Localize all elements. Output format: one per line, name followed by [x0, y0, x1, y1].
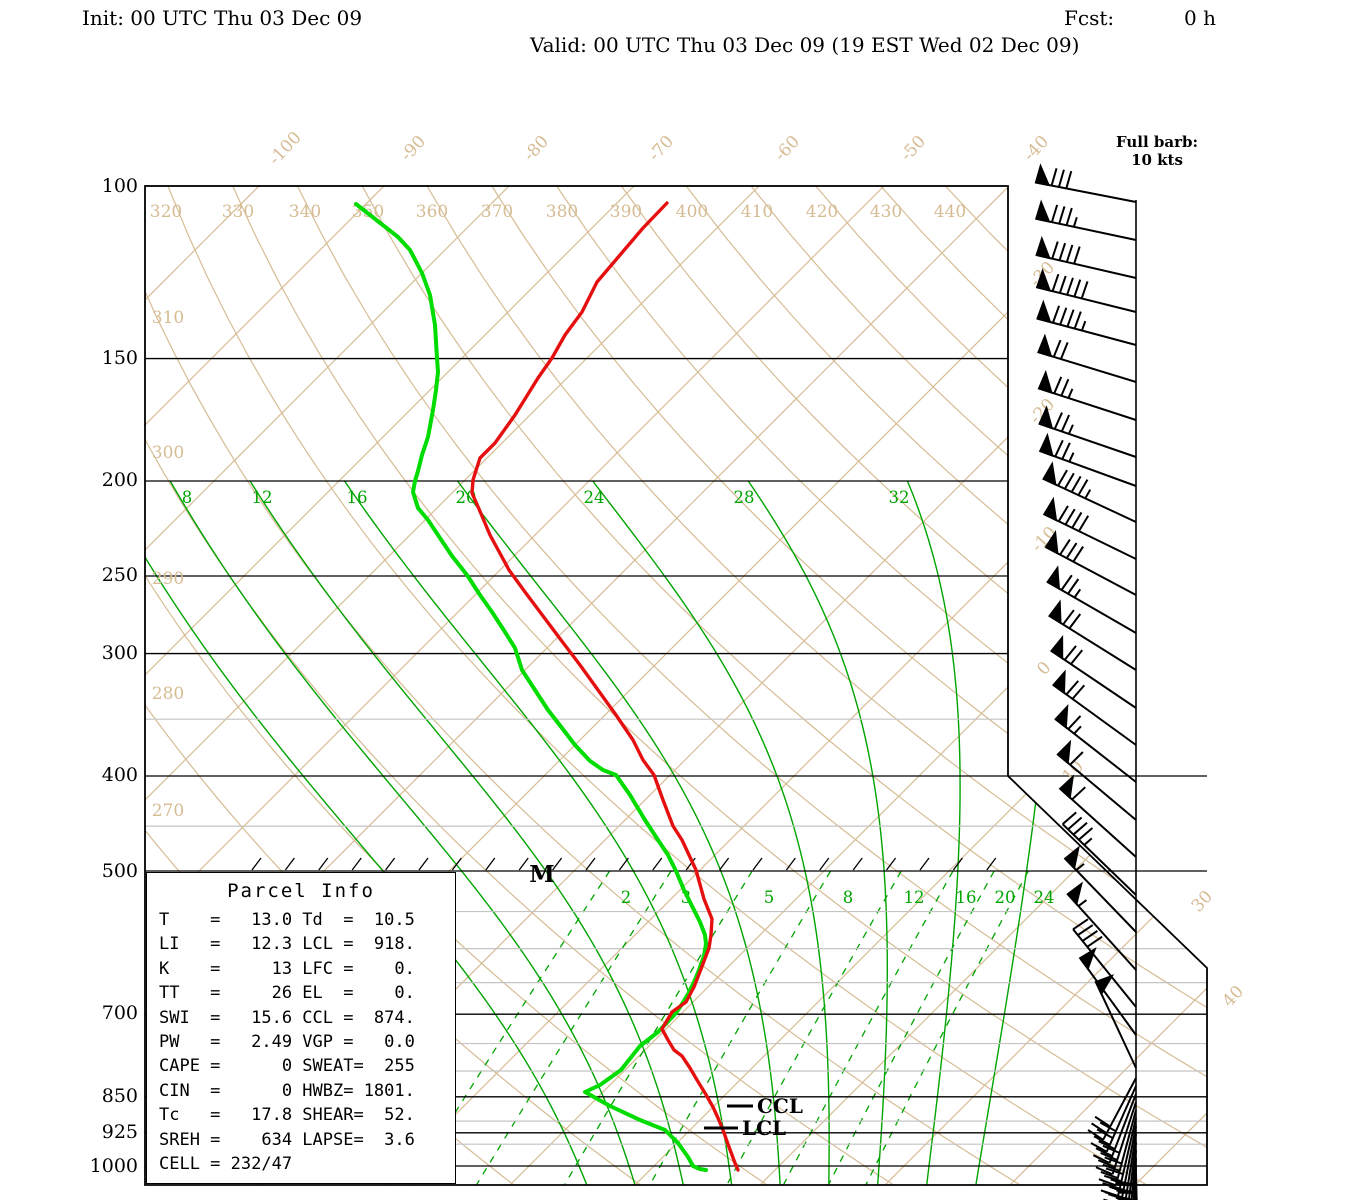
svg-text:400: 400 [102, 764, 138, 786]
temperature-curve [470, 201, 740, 1172]
svg-text:5: 5 [764, 888, 775, 907]
svg-text:420: 420 [806, 202, 838, 222]
forecast-hour-label: Fcst: [1064, 6, 1115, 30]
svg-text:40: 40 [1219, 982, 1248, 1011]
svg-text:390: 390 [610, 202, 642, 222]
m-marker: M [529, 861, 554, 888]
mixing-ratio-lines [408, 870, 1029, 1185]
svg-text:300: 300 [152, 443, 184, 463]
ccl-label: CCL [757, 1094, 803, 1118]
svg-text:32: 32 [889, 488, 910, 507]
svg-text:-50: -50 [897, 132, 930, 166]
svg-text:-40: -40 [1020, 132, 1053, 166]
parcel-info-panel: Parcel Info T = 13.0 Td = 10.5 LI = 12.3… [146, 872, 456, 1184]
dewpoint-curve [354, 202, 708, 1172]
wind-barb-legend-line1: Full barb: [1115, 133, 1199, 151]
svg-text:925: 925 [102, 1121, 138, 1143]
parcel-info-title: Parcel Info [227, 880, 375, 902]
init-time-label: Init: 00 UTC Thu 03 Dec 09 [82, 6, 363, 30]
svg-text:280: 280 [152, 684, 184, 704]
svg-text:300: 300 [102, 642, 138, 664]
svg-text:370: 370 [481, 202, 513, 222]
svg-text:8: 8 [843, 888, 854, 907]
svg-text:250: 250 [102, 564, 138, 586]
svg-text:500: 500 [102, 860, 138, 882]
svg-text:150: 150 [102, 347, 138, 369]
chart-border [144, 185, 1208, 1186]
svg-text:28: 28 [734, 488, 755, 507]
svg-text:12: 12 [904, 888, 925, 907]
svg-text:340: 340 [289, 202, 321, 222]
svg-text:430: 430 [870, 202, 902, 222]
valid-time-label: Valid: 00 UTC Thu 03 Dec 09 (19 EST Wed … [530, 33, 1080, 57]
hatch-ticks-500mb [251, 857, 997, 871]
svg-text:270: 270 [152, 801, 184, 821]
svg-text:-70: -70 [645, 132, 678, 166]
svg-text:1000: 1000 [90, 1155, 138, 1177]
svg-text:24: 24 [1034, 888, 1055, 907]
svg-text:310: 310 [152, 308, 184, 328]
svg-text:-60: -60 [771, 132, 804, 166]
forecast-hour-value: 0 h [1184, 6, 1216, 30]
wind-barb-legend-line2: 10 kts [1131, 151, 1183, 169]
svg-text:-80: -80 [520, 132, 553, 166]
svg-text:290: 290 [152, 569, 184, 589]
parcel-info-rows: T = 13.0 Td = 10.5 LI = 12.3 LCL = 918. … [159, 910, 415, 1175]
svg-text:30: 30 [1188, 887, 1217, 916]
svg-text:24: 24 [584, 488, 605, 507]
svg-text:16: 16 [347, 488, 368, 507]
svg-text:12: 12 [252, 488, 273, 507]
svg-text:330: 330 [222, 202, 254, 222]
lcl-label: LCL [742, 1116, 786, 1140]
svg-text:20: 20 [995, 888, 1016, 907]
svg-text:410: 410 [741, 202, 773, 222]
isotherm-lines [145, 186, 1207, 1185]
svg-text:320: 320 [150, 202, 182, 222]
svg-text:8: 8 [182, 488, 193, 507]
svg-text:850: 850 [102, 1085, 138, 1107]
svg-text:16: 16 [956, 888, 977, 907]
svg-text:-100: -100 [265, 128, 306, 170]
wind-barbs [1034, 163, 1138, 1200]
wind-barb-legend: Full barb: 10 kts [1098, 133, 1216, 169]
svg-text:2: 2 [621, 888, 632, 907]
svg-text:200: 200 [102, 469, 138, 491]
svg-text:380: 380 [546, 202, 578, 222]
svg-text:-90: -90 [397, 132, 430, 166]
svg-text:100: 100 [102, 175, 138, 197]
svg-text:700: 700 [102, 1002, 138, 1024]
svg-text:400: 400 [676, 202, 708, 222]
svg-text:440: 440 [934, 202, 966, 222]
svg-text:0: 0 [1033, 658, 1055, 680]
svg-text:360: 360 [416, 202, 448, 222]
